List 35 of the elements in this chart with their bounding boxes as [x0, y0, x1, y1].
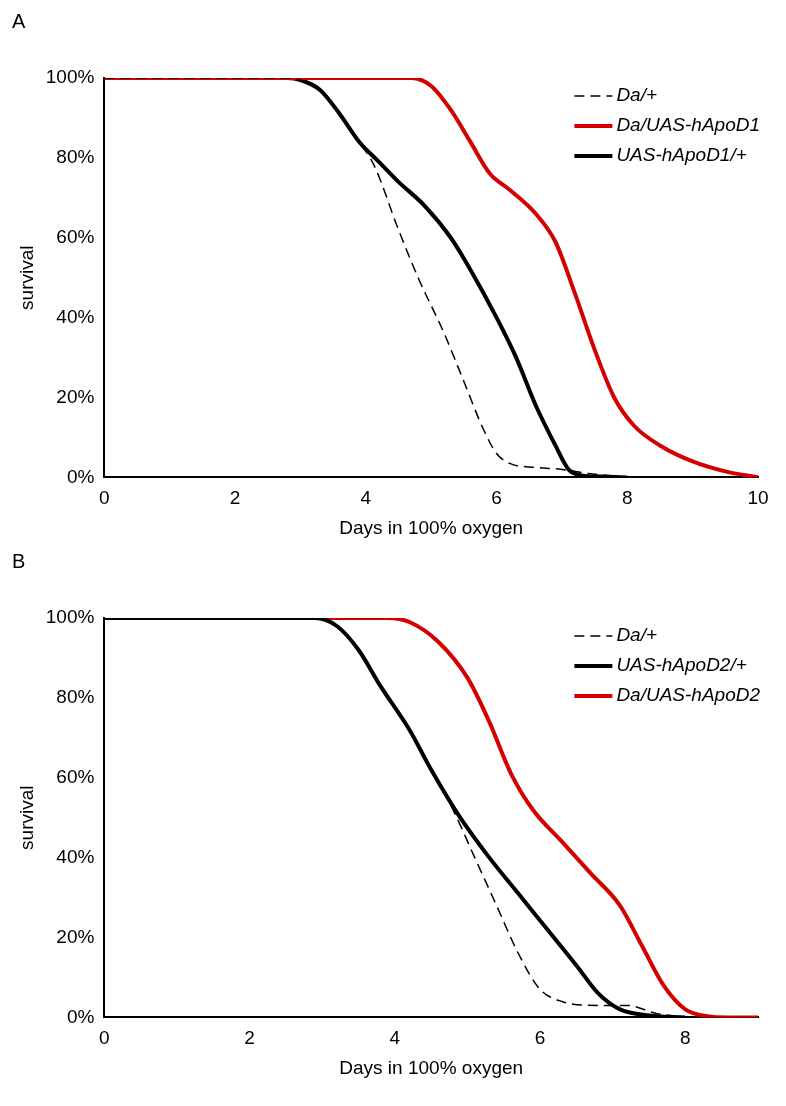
x-tick-label: 0 [99, 487, 110, 509]
x-tick-label: 8 [680, 1027, 691, 1049]
y-axis-title: survival [15, 245, 37, 310]
x-tick-label: 4 [360, 487, 372, 509]
y-tick-label: 40% [56, 845, 95, 867]
legend-label: Da/UAS-hApoD1 [616, 114, 760, 136]
y-tick-label: 40% [56, 305, 95, 327]
y-tick-label: 60% [56, 225, 95, 247]
y-tick-label: 0% [66, 465, 95, 487]
x-tick-label: 8 [621, 487, 633, 509]
legend-label: UAS-hApoD2/+ [616, 654, 747, 676]
x-tick-label: 6 [491, 487, 502, 509]
y-axis-title: survival [15, 785, 37, 850]
x-tick-label: 0 [99, 1027, 110, 1049]
y-tick-label: 0% [66, 1005, 95, 1027]
y-tick-label: 100% [45, 66, 95, 88]
legend-label: UAS-hApoD1/+ [616, 144, 747, 166]
legend-label: Da/+ [616, 624, 658, 646]
y-tick-label: 100% [45, 606, 95, 628]
x-axis-title: Days in 100% oxygen [339, 516, 524, 538]
x-tick-label: 6 [534, 1027, 546, 1049]
y-tick-label: 80% [56, 686, 95, 708]
chart-title: B [12, 549, 26, 572]
y-tick-label: 60% [56, 765, 95, 787]
y-tick-label: 80% [56, 146, 95, 168]
x-tick-label: 4 [389, 1027, 401, 1049]
x-tick-label: 2 [229, 487, 241, 509]
x-tick-label: 2 [244, 1027, 255, 1049]
legend-label: Da/UAS-hApoD2 [616, 684, 761, 706]
chart-title: A [12, 9, 26, 32]
legend-label: Da/+ [616, 84, 658, 106]
x-tick-label: 10 [747, 487, 769, 509]
y-tick-label: 20% [56, 925, 95, 947]
x-axis-title: Days in 100% oxygen [339, 1056, 524, 1078]
y-tick-label: 20% [56, 385, 95, 407]
